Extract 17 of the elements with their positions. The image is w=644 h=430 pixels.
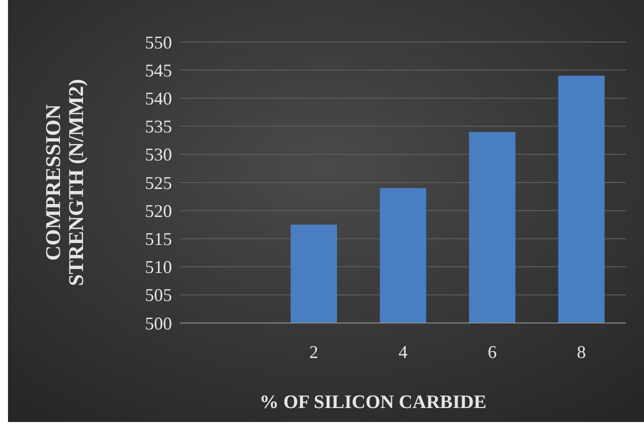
y-axis-title: COMPRESSION STRENGTH (N/MM2) bbox=[41, 78, 88, 286]
x-tick-label: 8 bbox=[576, 342, 586, 362]
y-tick-label: 550 bbox=[145, 32, 172, 52]
x-tick-label: 4 bbox=[398, 342, 408, 362]
x-tick-label: 2 bbox=[309, 342, 318, 362]
y-tick-label: 545 bbox=[145, 60, 172, 80]
y-tick-label: 505 bbox=[145, 285, 172, 306]
x-tick-label: 6 bbox=[488, 342, 497, 362]
y-tick-label: 520 bbox=[145, 200, 172, 221]
x-axis-title: % OF SILICON CARBIDE bbox=[260, 392, 486, 413]
y-tick-label: 535 bbox=[145, 116, 172, 137]
y-tick-label: 500 bbox=[145, 313, 172, 334]
y-tick-label: 510 bbox=[145, 257, 172, 278]
y-tick-label: 525 bbox=[145, 172, 172, 193]
y-tick-label: 540 bbox=[145, 88, 172, 108]
y-tick-label: 515 bbox=[145, 229, 172, 249]
y-tick-label: 530 bbox=[145, 144, 172, 165]
